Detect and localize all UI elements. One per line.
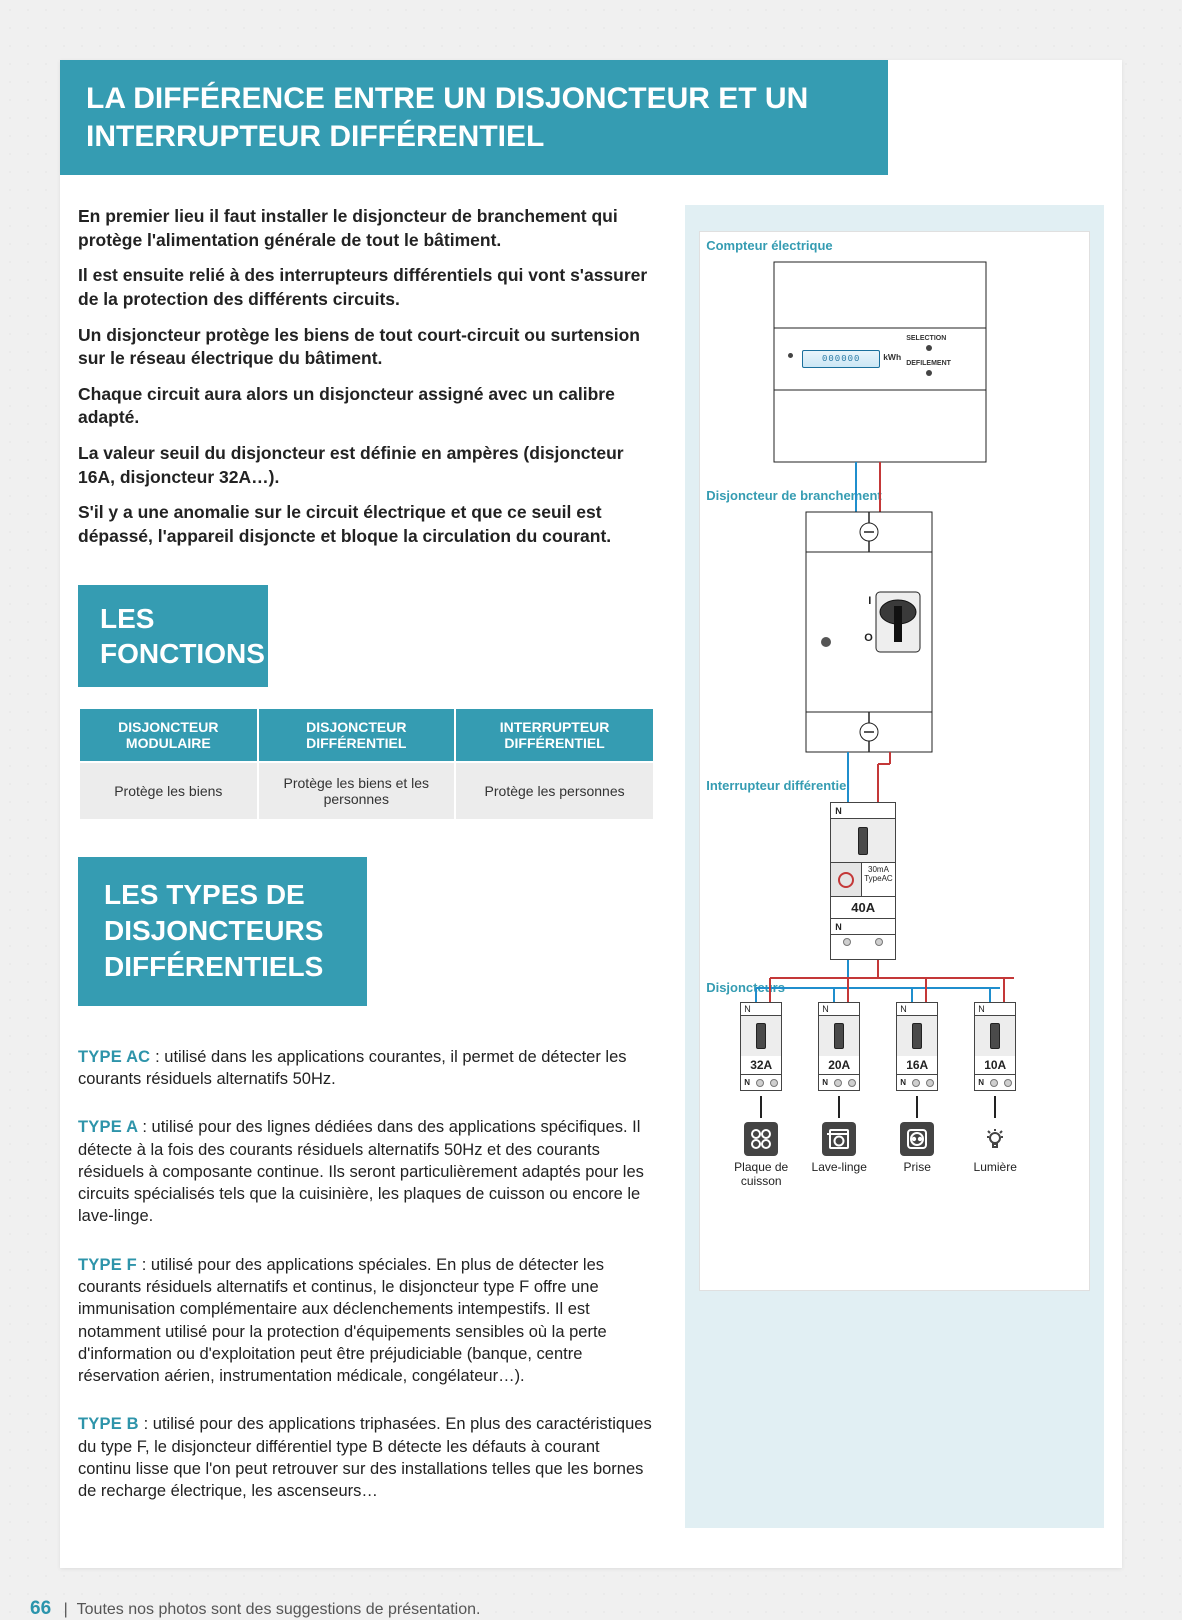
module-n-top: N [897, 1003, 937, 1016]
terminal-icon [1004, 1079, 1012, 1087]
rcd-rating-1: 30mA [868, 865, 889, 874]
terminal-icon [875, 938, 883, 946]
meter-selection-label: SELECTION [906, 335, 946, 342]
terminal-icon [770, 1079, 778, 1087]
left-column: En premier lieu il faut installer le dis… [78, 205, 655, 1528]
type-text: : utilisé pour des applications spéciale… [78, 1256, 607, 1385]
terminal-icon [990, 1079, 998, 1087]
diagram-panel: Compteur électrique Disjoncteur de branc… [685, 205, 1104, 1528]
appliance-label: Lumière [955, 1160, 1035, 1174]
module-n-top: N [975, 1003, 1015, 1016]
rcd-n-bottom: N [831, 922, 842, 932]
branch-breaker-I: I [868, 595, 871, 607]
electrical-diagram: Compteur électrique Disjoncteur de branc… [699, 231, 1090, 1291]
page-number: 66 [30, 1598, 51, 1619]
module-amp: 10A [975, 1056, 1015, 1074]
terminal-icon [843, 938, 851, 946]
terminal-icon [848, 1079, 856, 1087]
module-amp: 20A [819, 1056, 859, 1074]
rcd-amp: 40A [831, 897, 895, 918]
rcd-module: N 30mA TypeAC 40A [830, 802, 896, 960]
functions-table: DISJONCTEUR MODULAIRE DISJONCTEUR DIFFÉR… [78, 707, 655, 821]
type-text: : utilisé pour des applications triphasé… [78, 1415, 652, 1500]
type-label: TYPE A [78, 1118, 142, 1136]
type-item: TYPE F : utilisé pour des applications s… [78, 1254, 655, 1388]
table-row: Protège les biens Protège les biens et l… [80, 763, 653, 819]
table-header: INTERRUPTEUR DIFFÉRENTIEL [456, 709, 653, 761]
breaker-module: N 20A N [818, 1002, 860, 1091]
module-n-top: N [741, 1003, 781, 1016]
module-n-bottom: N [978, 1078, 984, 1087]
socket-icon [900, 1122, 934, 1156]
module-n-top: N [819, 1003, 859, 1016]
type-label: TYPE F [78, 1256, 142, 1274]
table-cell: Protège les biens [80, 763, 257, 819]
footer-note: Toutes nos photos sont des suggestions d… [77, 1601, 481, 1618]
terminal-icon [926, 1079, 934, 1087]
breaker-module: N 10A N [974, 1002, 1016, 1091]
module-n-bottom: N [822, 1078, 828, 1087]
page-footer: 66 | Toutes nos photos sont des suggesti… [30, 1598, 1182, 1620]
type-item: TYPE AC : utilisé dans les applications … [78, 1046, 655, 1091]
appliance-label: Prise [877, 1160, 957, 1174]
module-amp: 16A [897, 1056, 937, 1074]
terminal-icon [912, 1079, 920, 1087]
bulb-icon [978, 1122, 1012, 1156]
terminal-icon [756, 1079, 764, 1087]
appliance-label: Plaque de cuisson [721, 1160, 801, 1189]
meter-unit: kWh [883, 352, 901, 362]
diagram-label-breakers: Disjoncteurs [706, 980, 785, 996]
table-header: DISJONCTEUR MODULAIRE [80, 709, 257, 761]
module-amp: 32A [741, 1056, 781, 1074]
table-header: DISJONCTEUR DIFFÉRENTIEL [259, 709, 454, 761]
intro-paragraph: Il est ensuite relié à des interrupteurs… [78, 264, 655, 311]
breaker-module: N 32A N [740, 1002, 782, 1091]
breaker-module: N 16A N [896, 1002, 938, 1091]
page-title-banner: LA DIFFÉRENCE ENTRE UN DISJONCTEUR ET UN… [60, 60, 888, 175]
footer-separator: | [64, 1601, 68, 1618]
content-area: En premier lieu il faut installer le dis… [60, 175, 1122, 1528]
module-n-bottom: N [900, 1078, 906, 1087]
meter-scroll-dot [926, 370, 932, 376]
branch-breaker-O: O [864, 632, 873, 644]
appliance-label: Lave-linge [799, 1160, 879, 1174]
intro-paragraph: La valeur seuil du disjoncteur est défin… [78, 442, 655, 489]
table-header-row: DISJONCTEUR MODULAIRE DISJONCTEUR DIFFÉR… [80, 709, 653, 761]
diagram-label-rcd: Interrupteur différentiel [706, 778, 850, 794]
page: LA DIFFÉRENCE ENTRE UN DISJONCTEUR ET UN… [60, 60, 1122, 1568]
rcd-test-button-icon [838, 872, 854, 888]
type-item: TYPE A : utilisé pour des lignes dédiées… [78, 1116, 655, 1227]
meter-selection-dot [926, 345, 932, 351]
terminal-icon [834, 1079, 842, 1087]
intro-paragraph: Un disjoncteur protège les biens de tout… [78, 324, 655, 371]
types-heading: LES TYPES DE DISJONCTEURS DIFFÉRENTIELS [78, 857, 367, 1006]
intro-paragraph: S'il y a une anomalie sur le circuit éle… [78, 501, 655, 548]
type-text: : utilisé dans les applications courante… [78, 1048, 627, 1088]
type-item: TYPE B : utilisé pour des applications t… [78, 1413, 655, 1502]
diagram-label-meter: Compteur électrique [706, 238, 832, 254]
module-switch-icon [756, 1023, 766, 1049]
rcd-switch-icon [858, 827, 868, 855]
type-label: TYPE AC [78, 1048, 155, 1066]
rcd-n-top: N [831, 806, 842, 816]
intro-paragraph: En premier lieu il faut installer le dis… [78, 205, 655, 252]
table-cell: Protège les personnes [456, 763, 653, 819]
module-switch-icon [990, 1023, 1000, 1049]
meter-scroll-label: DEFILEMENT [906, 360, 951, 367]
module-n-bottom: N [744, 1078, 750, 1087]
table-cell: Protège les biens et les personnes [259, 763, 454, 819]
diagram-label-main-breaker: Disjoncteur de branchement [706, 488, 882, 504]
hob-icon [744, 1122, 778, 1156]
washer-icon [822, 1122, 856, 1156]
rcd-rating-2: TypeAC [864, 874, 892, 883]
meter-readout: 000000 [802, 350, 880, 368]
module-switch-icon [912, 1023, 922, 1049]
module-switch-icon [834, 1023, 844, 1049]
type-label: TYPE B [78, 1415, 144, 1433]
meter-led [788, 353, 793, 358]
type-text: : utilisé pour des lignes dédiées dans d… [78, 1118, 644, 1225]
intro-paragraph: Chaque circuit aura alors un disjoncteur… [78, 383, 655, 430]
functions-heading: LES FONCTIONS [78, 585, 268, 687]
